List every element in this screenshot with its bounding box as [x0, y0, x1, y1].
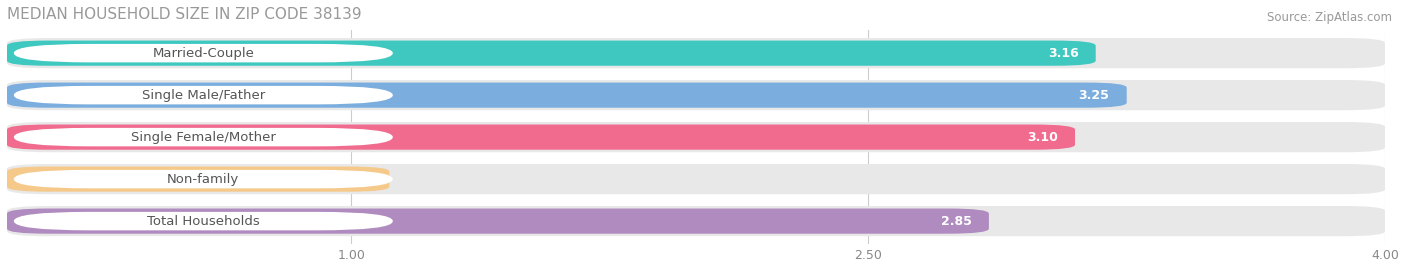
Text: Single Female/Mother: Single Female/Mother [131, 131, 276, 144]
Text: Source: ZipAtlas.com: Source: ZipAtlas.com [1267, 11, 1392, 24]
FancyBboxPatch shape [7, 206, 1385, 236]
FancyBboxPatch shape [14, 86, 392, 104]
Text: 2.85: 2.85 [941, 215, 972, 228]
Text: Married-Couple: Married-Couple [152, 47, 254, 60]
FancyBboxPatch shape [7, 122, 1385, 152]
FancyBboxPatch shape [7, 208, 988, 234]
FancyBboxPatch shape [14, 44, 392, 62]
FancyBboxPatch shape [14, 170, 392, 188]
Text: 3.25: 3.25 [1078, 89, 1109, 102]
Text: 1.11: 1.11 [342, 173, 373, 186]
Text: Single Male/Father: Single Male/Father [142, 89, 264, 102]
FancyBboxPatch shape [14, 212, 392, 230]
FancyBboxPatch shape [7, 125, 1076, 150]
FancyBboxPatch shape [7, 167, 389, 192]
FancyBboxPatch shape [7, 83, 1126, 108]
FancyBboxPatch shape [7, 41, 1095, 66]
FancyBboxPatch shape [14, 128, 392, 146]
Text: 3.10: 3.10 [1026, 131, 1057, 144]
Text: Non-family: Non-family [167, 173, 239, 186]
Text: Total Households: Total Households [148, 215, 260, 228]
Text: 3.16: 3.16 [1047, 47, 1078, 60]
FancyBboxPatch shape [7, 80, 1385, 110]
Text: MEDIAN HOUSEHOLD SIZE IN ZIP CODE 38139: MEDIAN HOUSEHOLD SIZE IN ZIP CODE 38139 [7, 7, 361, 22]
FancyBboxPatch shape [7, 38, 1385, 68]
FancyBboxPatch shape [7, 164, 1385, 194]
